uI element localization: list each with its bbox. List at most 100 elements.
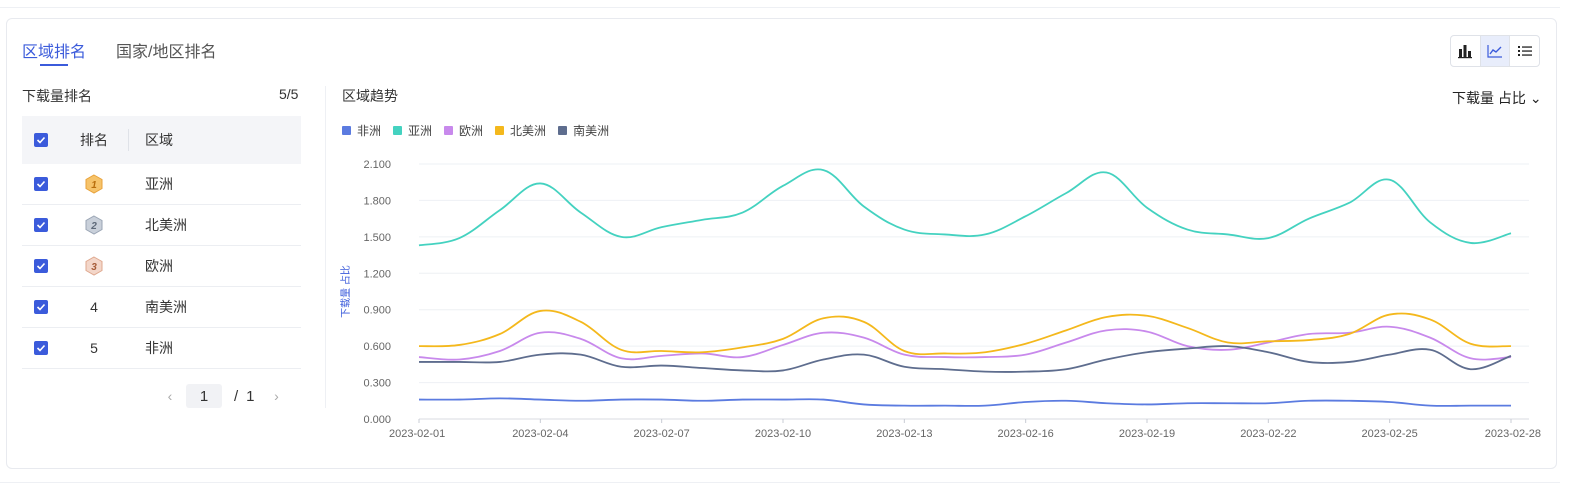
legend-item[interactable]: 南美洲 bbox=[558, 122, 609, 139]
legend-label: 欧洲 bbox=[459, 124, 484, 138]
legend-item[interactable]: 欧洲 bbox=[444, 122, 483, 139]
x-tick-label: 2023-02-10 bbox=[755, 428, 811, 440]
next-page-button[interactable]: › bbox=[274, 388, 279, 404]
check-icon bbox=[36, 221, 46, 229]
x-tick-label: 2023-02-28 bbox=[1485, 428, 1541, 440]
table-row: 3 欧洲 bbox=[22, 246, 301, 287]
column-header-rank: 排名 bbox=[80, 132, 108, 148]
panel-divider bbox=[325, 86, 326, 408]
check-icon bbox=[36, 344, 46, 352]
region-name: 南美洲 bbox=[145, 299, 187, 315]
trend-title: 区域趋势 bbox=[342, 88, 398, 104]
y-tick-label: 0.600 bbox=[363, 341, 391, 353]
legend-label: 非洲 bbox=[357, 124, 382, 138]
y-tick-label: 1.200 bbox=[363, 268, 391, 280]
column-header-region: 区域 bbox=[145, 132, 173, 148]
y-tick-label: 0.900 bbox=[363, 305, 391, 317]
rank-number: 5 bbox=[90, 340, 98, 356]
row-checkbox[interactable] bbox=[34, 259, 48, 273]
region-name: 欧洲 bbox=[145, 258, 173, 274]
series-line-非洲 bbox=[418, 397, 1511, 407]
table-header: 排名 区域 bbox=[22, 116, 301, 164]
x-tick-label: 2023-02-25 bbox=[1362, 428, 1418, 440]
legend-label: 北美洲 bbox=[510, 124, 547, 138]
y-tick-label: 0.300 bbox=[363, 378, 391, 390]
check-icon bbox=[36, 136, 46, 144]
chevron-down-icon: ⌄ bbox=[1529, 90, 1542, 106]
series-line-亚洲 bbox=[418, 168, 1512, 247]
y-axis-label: 下载量 占比 bbox=[339, 265, 352, 318]
legend-swatch bbox=[393, 126, 403, 135]
x-tick-label: 2023-02-13 bbox=[876, 428, 932, 440]
line-view-button[interactable] bbox=[1480, 36, 1511, 66]
legend-swatch bbox=[495, 126, 505, 135]
row-checkbox[interactable] bbox=[34, 341, 48, 355]
current-page-input[interactable]: 1 bbox=[186, 384, 222, 408]
x-tick-label: 2023-02-19 bbox=[1119, 428, 1175, 440]
series-line-欧洲 bbox=[418, 325, 1512, 361]
total-pages: 1 bbox=[246, 387, 255, 405]
bronze-medal-icon: 3 bbox=[85, 256, 103, 276]
region-name: 亚洲 bbox=[145, 176, 173, 192]
legend-label: 亚洲 bbox=[408, 124, 433, 138]
x-tick-label: 2023-02-04 bbox=[512, 428, 568, 440]
gold-medal-icon: 1 bbox=[85, 174, 103, 194]
x-tick-label: 2023-02-01 bbox=[389, 428, 445, 440]
prev-page-button[interactable]: ‹ bbox=[167, 388, 173, 404]
table-row: 1 亚洲 bbox=[22, 164, 301, 205]
region-name: 非洲 bbox=[145, 340, 173, 356]
column-separator bbox=[128, 129, 129, 151]
tab-country-ranking[interactable]: 国家/地区排名 bbox=[116, 44, 217, 61]
metric-dropdown[interactable]: 下载量 占比 ⌄ bbox=[1452, 88, 1542, 108]
ranking-count: 5/5 bbox=[279, 86, 299, 102]
y-tick-label: 1.500 bbox=[363, 232, 391, 244]
x-tick-label: 2023-02-22 bbox=[1240, 428, 1296, 440]
check-icon bbox=[36, 180, 46, 188]
region-name: 北美洲 bbox=[145, 217, 187, 233]
legend-label: 南美洲 bbox=[573, 124, 610, 138]
y-tick-label: 2.100 bbox=[363, 159, 391, 171]
y-tick-label: 1.800 bbox=[363, 195, 391, 207]
silver-medal-icon: 2 bbox=[85, 215, 103, 235]
ranking-title: 下载量排名 bbox=[22, 88, 92, 104]
rank-number: 1 bbox=[91, 180, 97, 191]
legend-swatch bbox=[342, 126, 351, 135]
metric-label: 下载量 占比 bbox=[1452, 90, 1526, 106]
legend-item[interactable]: 北美洲 bbox=[495, 122, 546, 139]
rank-number: 3 bbox=[91, 262, 97, 273]
top-divider bbox=[0, 0, 1560, 8]
line-chart-icon bbox=[1487, 45, 1502, 58]
y-tick-label: 0.000 bbox=[363, 414, 391, 426]
table-row: 4 南美洲 bbox=[22, 287, 301, 328]
select-all-checkbox[interactable] bbox=[34, 133, 48, 147]
legend-swatch bbox=[444, 126, 454, 135]
row-checkbox[interactable] bbox=[34, 300, 48, 314]
row-checkbox[interactable] bbox=[34, 177, 48, 191]
trend-line-chart: 0.000 0.300 0.600 0.900 1.200 1.500 1.800 2.100… bbox=[339, 159, 1541, 440]
bottom-divider bbox=[0, 482, 1560, 490]
region-ranking-card bbox=[6, 18, 1557, 469]
rank-number: 2 bbox=[90, 221, 97, 232]
list-view-button[interactable] bbox=[1510, 36, 1539, 66]
ranking-table: 排名 区域 1 亚洲 2 北美洲 bbox=[22, 116, 301, 369]
tab-region-ranking[interactable]: 区域排名 bbox=[22, 44, 87, 61]
list-icon bbox=[1517, 46, 1532, 56]
row-checkbox[interactable] bbox=[34, 218, 48, 232]
active-tab-indicator bbox=[40, 64, 68, 66]
series-line-南美洲 bbox=[419, 345, 1512, 373]
x-tick-label: 2023-02-16 bbox=[998, 428, 1054, 440]
chart-legend: 非洲 亚洲 欧洲 北美洲 南美洲 bbox=[342, 122, 609, 139]
bar-view-button[interactable] bbox=[1451, 36, 1481, 66]
pagination: ‹ 1 / 1 › bbox=[160, 384, 287, 408]
legend-swatch bbox=[558, 126, 568, 135]
series-line-北美洲 bbox=[418, 309, 1512, 356]
rank-number: 4 bbox=[90, 299, 98, 315]
view-switch bbox=[1450, 35, 1540, 67]
table-row: 5 非洲 bbox=[22, 328, 301, 369]
table-row: 2 北美洲 bbox=[22, 205, 301, 246]
x-tick-label: 2023-02-07 bbox=[634, 428, 690, 440]
bar-chart-icon bbox=[1458, 45, 1473, 59]
legend-item[interactable]: 非洲 bbox=[342, 122, 381, 139]
check-icon bbox=[36, 303, 46, 311]
legend-item[interactable]: 亚洲 bbox=[393, 122, 432, 139]
